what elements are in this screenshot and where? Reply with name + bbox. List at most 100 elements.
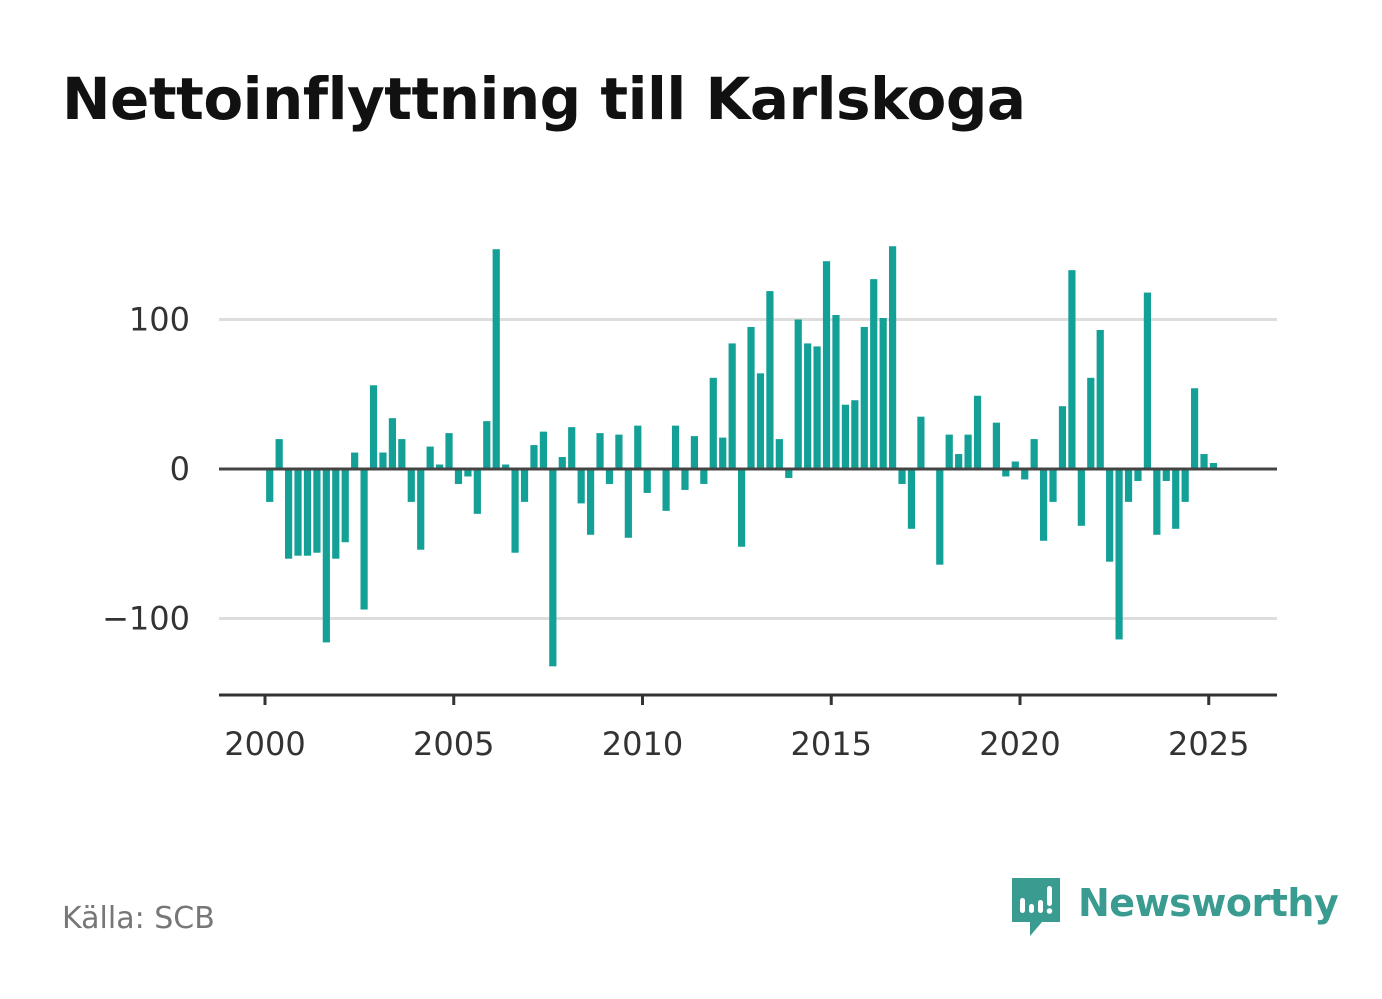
bar bbox=[775, 439, 783, 469]
bar bbox=[398, 439, 406, 469]
bar bbox=[719, 437, 727, 469]
grid-lines bbox=[219, 318, 1277, 620]
bar bbox=[936, 469, 944, 565]
bar bbox=[813, 346, 821, 469]
bar bbox=[794, 319, 802, 469]
bar bbox=[1190, 388, 1199, 469]
bar bbox=[841, 404, 850, 469]
bar bbox=[445, 433, 453, 469]
bar bbox=[596, 433, 604, 469]
bar bbox=[1021, 469, 1029, 480]
bar bbox=[973, 395, 982, 469]
bar bbox=[313, 469, 321, 553]
bar bbox=[879, 318, 887, 469]
bar bbox=[322, 469, 330, 643]
bar bbox=[624, 469, 632, 538]
axes bbox=[219, 467, 1277, 705]
x-tick-label: 2010 bbox=[602, 725, 683, 763]
source-label: Källa: SCB bbox=[62, 901, 215, 936]
y-tick-label: 0 bbox=[170, 450, 190, 488]
bar bbox=[888, 246, 897, 469]
bar bbox=[804, 343, 812, 469]
bar bbox=[1002, 469, 1010, 477]
bar bbox=[558, 457, 566, 469]
bar bbox=[520, 469, 529, 502]
bar bbox=[417, 469, 425, 550]
bar bbox=[341, 469, 349, 543]
chart-title: Nettoinflyttning till Karlskoga bbox=[62, 65, 1026, 133]
newsworthy-logo-icon bbox=[1012, 878, 1060, 936]
bar bbox=[294, 469, 302, 556]
bar bbox=[303, 469, 312, 556]
bar bbox=[1077, 469, 1085, 526]
bar bbox=[549, 469, 557, 667]
bar bbox=[1153, 469, 1161, 535]
bar bbox=[473, 469, 481, 514]
bar bbox=[671, 425, 680, 469]
bar bbox=[284, 469, 293, 559]
bar bbox=[539, 431, 548, 470]
x-tick-label: 2020 bbox=[979, 725, 1060, 763]
bar bbox=[1096, 329, 1104, 469]
bar bbox=[568, 427, 576, 469]
bar bbox=[1058, 406, 1067, 469]
y-tick-label: −100 bbox=[102, 600, 190, 638]
bar bbox=[407, 469, 415, 502]
bar bbox=[728, 343, 736, 469]
bar bbox=[275, 439, 283, 469]
bar bbox=[1049, 469, 1057, 502]
bar bbox=[870, 279, 878, 469]
bar bbox=[634, 425, 642, 469]
bar bbox=[756, 373, 765, 469]
bars bbox=[266, 246, 1218, 667]
bar bbox=[955, 454, 963, 469]
bar bbox=[1068, 270, 1076, 469]
bar bbox=[1181, 469, 1189, 502]
bar bbox=[464, 469, 472, 477]
bar bbox=[737, 469, 746, 547]
bar bbox=[586, 469, 595, 535]
x-tick-label: 2000 bbox=[224, 725, 305, 763]
bar bbox=[379, 452, 387, 469]
bar bbox=[435, 464, 444, 469]
bar bbox=[643, 469, 651, 493]
bar bbox=[1134, 469, 1142, 481]
y-tick-label: 100 bbox=[129, 301, 190, 339]
bar bbox=[483, 421, 491, 469]
x-tick-label: 2015 bbox=[791, 725, 872, 763]
bar bbox=[832, 315, 840, 469]
bar bbox=[1106, 469, 1114, 562]
bar bbox=[822, 261, 831, 469]
bar bbox=[1143, 292, 1152, 469]
bar bbox=[860, 326, 868, 469]
brand-name: Newsworthy bbox=[1078, 881, 1339, 925]
bar bbox=[360, 469, 368, 610]
bar bbox=[1172, 469, 1180, 529]
bar bbox=[964, 434, 972, 469]
bar bbox=[700, 469, 708, 484]
tick-labels: 2000 2005 2010 2015 2020 2025 −100 0 100 bbox=[102, 301, 1249, 764]
bar bbox=[351, 452, 359, 469]
bar bbox=[662, 469, 670, 511]
bar bbox=[709, 377, 717, 469]
bar bbox=[1115, 469, 1123, 640]
bar bbox=[1200, 454, 1208, 469]
bar bbox=[766, 291, 774, 469]
bar bbox=[1087, 377, 1095, 469]
bar bbox=[454, 469, 463, 484]
bar bbox=[747, 326, 755, 469]
bar bbox=[605, 469, 614, 484]
bar bbox=[1162, 469, 1170, 481]
bar bbox=[1124, 469, 1133, 502]
bar bbox=[426, 446, 434, 469]
newsworthy-brand: Newsworthy bbox=[1012, 878, 1339, 938]
bar bbox=[681, 469, 689, 490]
bar bbox=[945, 434, 953, 469]
x-tick-label: 2005 bbox=[413, 725, 494, 763]
bar bbox=[615, 434, 623, 469]
bar bbox=[898, 469, 906, 484]
bar bbox=[785, 469, 793, 478]
bar bbox=[917, 416, 925, 469]
bar bbox=[492, 249, 500, 469]
